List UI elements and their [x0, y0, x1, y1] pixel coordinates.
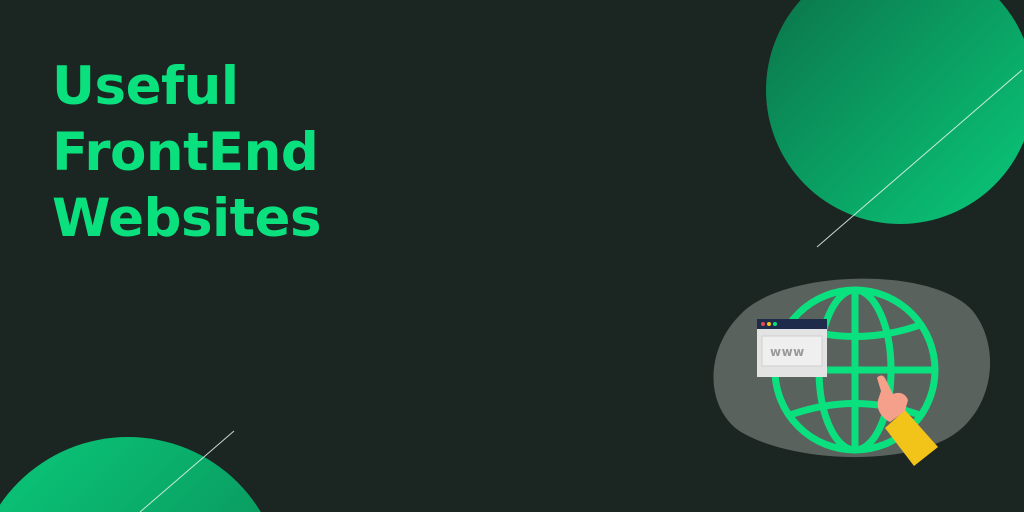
browser-window-icon: www [757, 319, 827, 377]
top-right-circle [766, 0, 1024, 224]
title-line-2: FrontEnd [52, 122, 319, 183]
title-line-1: Useful [52, 56, 239, 117]
title-line-3: Websites [52, 188, 322, 249]
page-title: Useful FrontEnd Websites [52, 54, 322, 252]
pointing-hand-icon [877, 375, 938, 466]
browser-url-text: www [770, 345, 805, 359]
bottom-left-circle [0, 437, 261, 512]
top-right-diagonal-line [816, 69, 1023, 248]
bottom-left-diagonal-line [139, 430, 235, 512]
web-illustration: www [713, 278, 991, 466]
